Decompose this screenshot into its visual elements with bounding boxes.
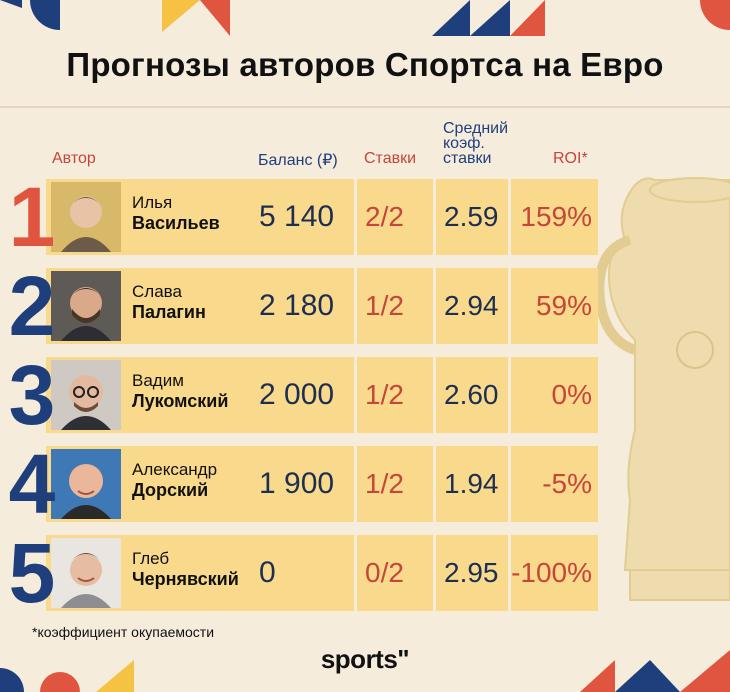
author-last-name: Лукомский bbox=[132, 391, 229, 411]
rank-number: 5 bbox=[8, 526, 56, 620]
author-photo bbox=[51, 449, 121, 519]
author-photo bbox=[51, 271, 121, 341]
header-avg-coef-line3: ставки bbox=[443, 150, 492, 167]
author-photo bbox=[51, 182, 121, 252]
sports-logo: sports" bbox=[320, 644, 410, 674]
author-last-name: Палагин bbox=[132, 302, 206, 322]
bets-value: 1/2 bbox=[365, 379, 404, 410]
header-avg-coef-line1: Средний bbox=[443, 120, 509, 137]
rank-number: 2 bbox=[8, 259, 56, 353]
roi-cell: -100% bbox=[511, 535, 598, 611]
bets-value: 1/2 bbox=[365, 290, 404, 321]
author-first-name: Вадим bbox=[132, 371, 184, 390]
balance-cell: 2 000 bbox=[256, 357, 354, 433]
author-first-name: Илья bbox=[132, 193, 173, 212]
balance-cell: 1 900 bbox=[256, 446, 354, 522]
balance-cell: 5 140 bbox=[256, 179, 354, 255]
bets-cell: 1/2 bbox=[357, 357, 433, 433]
roi-value: 159% bbox=[520, 201, 592, 232]
author-last-name: Васильев bbox=[132, 213, 220, 233]
header-avg-coef-line2: коэф. bbox=[443, 135, 485, 152]
header-bets: Ставки bbox=[364, 150, 417, 167]
author-last-name: Чернявский bbox=[132, 569, 239, 589]
page-title: Прогнозы авторов Спортса на Евро bbox=[66, 46, 664, 83]
author-first-name: Слава bbox=[132, 282, 182, 301]
author-last-name: Дорский bbox=[132, 480, 209, 500]
bets-value: 2/2 bbox=[365, 201, 404, 232]
balance-value: 5 140 bbox=[259, 200, 335, 233]
roi-value: -5% bbox=[542, 468, 592, 499]
author-photo bbox=[51, 538, 121, 608]
trophy-icon bbox=[595, 177, 730, 601]
header-balance: Баланс (₽) bbox=[258, 152, 338, 169]
author-cell: Илья Васильев bbox=[46, 179, 354, 255]
author-first-name: Глеб bbox=[132, 549, 170, 568]
balance-value: 0 bbox=[259, 556, 276, 589]
bets-value: 1/2 bbox=[365, 468, 404, 499]
bets-cell: 1/2 bbox=[357, 268, 433, 344]
coef-cell: 2.59 bbox=[436, 179, 508, 255]
author-name: Илья Васильев bbox=[132, 193, 220, 233]
coef-value: 2.94 bbox=[444, 290, 499, 321]
footnote: *коэффициент окупаемости bbox=[32, 624, 215, 640]
roi-value: 59% bbox=[535, 290, 592, 321]
coef-cell: 2.94 bbox=[436, 268, 508, 344]
roi-cell: 159% bbox=[511, 179, 598, 255]
coef-value: 2.59 bbox=[444, 201, 499, 232]
balance-cell: 0 bbox=[256, 535, 354, 611]
header-author: Автор bbox=[52, 150, 96, 167]
balance-value: 1 900 bbox=[259, 467, 335, 500]
roi-cell: -5% bbox=[511, 446, 598, 522]
author-photo bbox=[51, 360, 121, 430]
coef-value: 1.94 bbox=[444, 468, 499, 499]
bets-cell: 1/2 bbox=[357, 446, 433, 522]
divider-top bbox=[0, 106, 730, 108]
coef-value: 2.95 bbox=[444, 557, 499, 588]
balance-value: 2 000 bbox=[259, 378, 335, 411]
roi-cell: 59% bbox=[511, 268, 598, 344]
table-row: Слава Палагин 2 2 180 1/2 2.94 59% bbox=[0, 262, 610, 350]
roi-cell: 0% bbox=[511, 357, 598, 433]
author-first-name: Александр bbox=[132, 460, 218, 479]
coef-cell: 2.95 bbox=[436, 535, 508, 611]
roi-value: 0% bbox=[551, 379, 592, 410]
table-row: Александр Дорский 4 1 900 1/2 1.94 -5% bbox=[0, 440, 610, 528]
balance-cell: 2 180 bbox=[256, 268, 354, 344]
roi-value: -100% bbox=[511, 557, 592, 588]
decorative-shapes-top bbox=[0, 0, 730, 36]
rank-number: 3 bbox=[8, 348, 56, 442]
decorative-shapes-bottom bbox=[0, 650, 730, 692]
author-name: Вадим Лукомский bbox=[132, 371, 228, 411]
rank-number: 1 bbox=[8, 170, 56, 264]
header-roi: ROI* bbox=[553, 150, 588, 167]
author-name: Александр Дорский bbox=[132, 460, 217, 500]
table-row: Глеб Чернявский 5 0 0/2 2.95 -100% bbox=[0, 529, 610, 617]
author-name: Слава Палагин bbox=[132, 282, 206, 322]
coef-cell: 2.60 bbox=[436, 357, 508, 433]
rank-number: 4 bbox=[8, 437, 56, 531]
header-avg-coef: Средний коэф. ставки bbox=[443, 120, 509, 167]
coef-value: 2.60 bbox=[444, 379, 499, 410]
bets-value: 0/2 bbox=[365, 557, 404, 588]
coef-cell: 1.94 bbox=[436, 446, 508, 522]
bets-cell: 0/2 bbox=[357, 535, 433, 611]
bets-cell: 2/2 bbox=[357, 179, 433, 255]
balance-value: 2 180 bbox=[259, 289, 335, 322]
table-row: Илья Васильев 1 5 140 2/2 2.59 159% bbox=[0, 173, 610, 261]
author-name: Глеб Чернявский bbox=[132, 549, 239, 589]
table-row: Вадим Лукомский 3 2 000 1/2 2.60 0% bbox=[0, 351, 610, 439]
